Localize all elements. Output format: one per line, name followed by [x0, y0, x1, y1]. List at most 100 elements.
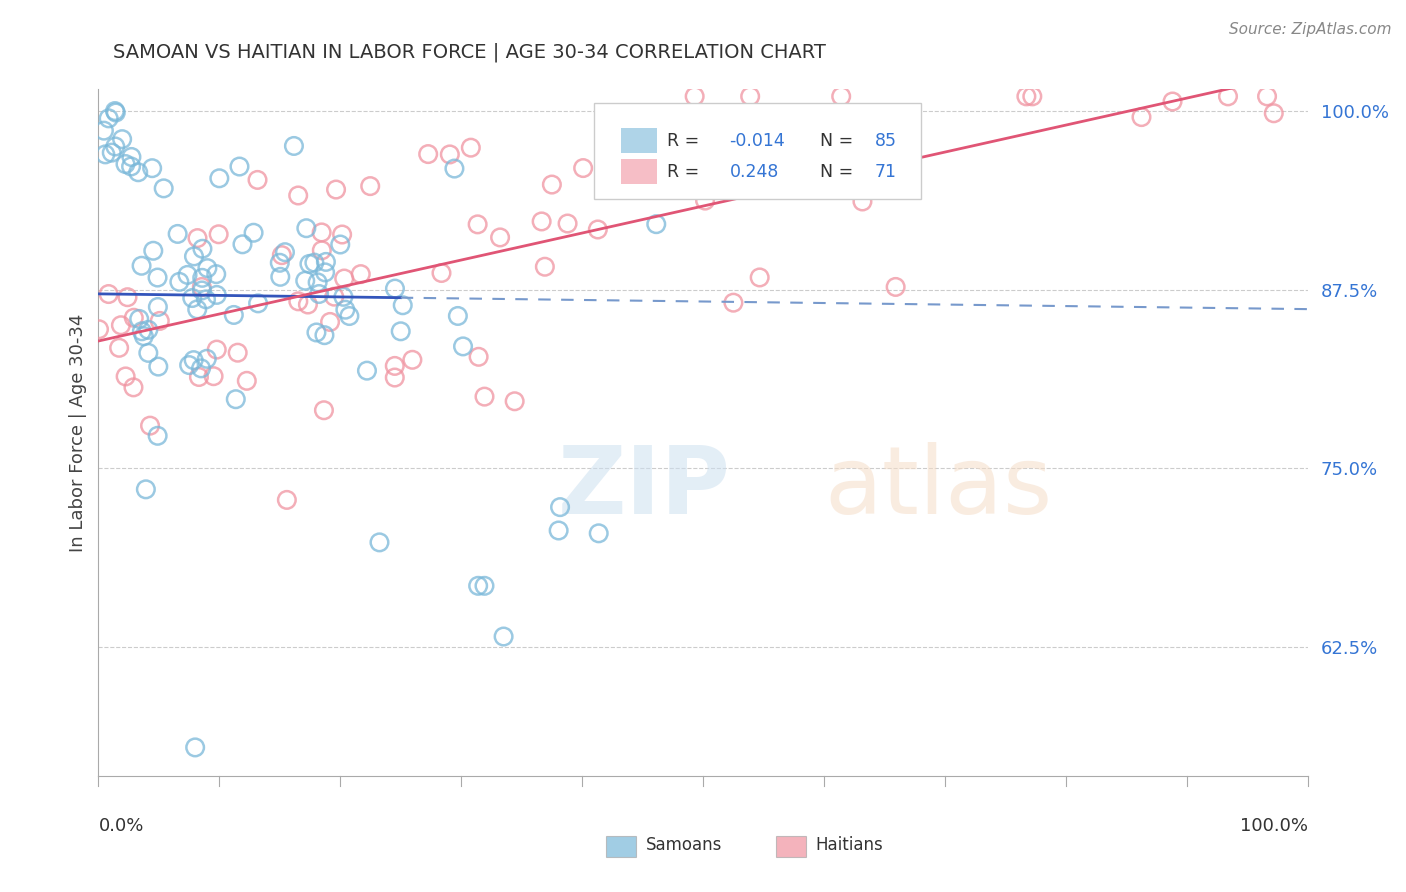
Point [748, 270, 770, 285]
Point [447, 309, 470, 323]
Point [312, 403, 335, 417]
Point [152, 181, 174, 195]
Point [195, 261, 218, 276]
Point [333, 271, 356, 285]
Point [329, 237, 352, 252]
Text: 0.248: 0.248 [730, 162, 779, 180]
Point [141, 161, 163, 176]
Point [298, 257, 321, 271]
Point [314, 328, 336, 343]
Point [572, 161, 595, 175]
Point [276, 492, 298, 507]
Point [202, 369, 225, 384]
Point [451, 339, 474, 353]
Point [226, 345, 249, 359]
Point [541, 178, 564, 192]
Point [195, 351, 218, 366]
Point [225, 392, 247, 407]
Point [384, 359, 406, 373]
Point [100, 145, 122, 160]
Text: Source: ZipAtlas.com: Source: ZipAtlas.com [1229, 22, 1392, 37]
Point [474, 390, 496, 404]
Text: 0.0%: 0.0% [98, 817, 143, 835]
Point [128, 312, 150, 326]
Point [190, 361, 212, 376]
Text: SAMOAN VS HAITIAN IN LABOR FORCE | AGE 30-34 CORRELATION CHART: SAMOAN VS HAITIAN IN LABOR FORCE | AGE 3… [112, 42, 825, 62]
Point [104, 104, 127, 119]
Point [330, 227, 353, 242]
Point [142, 244, 165, 258]
Point [492, 630, 515, 644]
Point [132, 329, 155, 343]
Text: R =: R = [666, 162, 704, 180]
Point [205, 288, 228, 302]
Point [222, 308, 245, 322]
Point [858, 157, 880, 171]
Point [269, 269, 291, 284]
Point [307, 276, 329, 290]
Point [304, 255, 326, 269]
Point [191, 270, 214, 285]
Point [693, 194, 716, 208]
Point [149, 314, 172, 328]
Point [87, 322, 110, 336]
FancyBboxPatch shape [621, 128, 657, 153]
Point [418, 147, 440, 161]
Point [467, 579, 489, 593]
Point [111, 132, 134, 146]
Point [311, 226, 333, 240]
Point [350, 267, 373, 281]
Text: Haitians: Haitians [815, 836, 883, 854]
Text: ZIP: ZIP [558, 442, 731, 533]
Point [166, 227, 188, 241]
Point [242, 226, 264, 240]
Point [548, 500, 571, 515]
Point [169, 275, 191, 289]
Point [287, 188, 309, 202]
Point [186, 231, 208, 245]
Point [117, 290, 139, 304]
Point [474, 579, 496, 593]
Point [723, 295, 745, 310]
Point [503, 394, 526, 409]
Point [332, 290, 354, 304]
Point [384, 282, 406, 296]
Point [297, 297, 319, 311]
FancyBboxPatch shape [606, 837, 637, 857]
Point [231, 237, 253, 252]
Point [740, 89, 762, 103]
Point [270, 248, 292, 262]
Point [179, 358, 201, 372]
Point [208, 227, 231, 242]
Point [205, 343, 228, 357]
Point [274, 245, 297, 260]
Point [122, 310, 145, 325]
Text: -0.014: -0.014 [730, 132, 786, 150]
Point [443, 161, 465, 176]
Point [830, 89, 852, 103]
Point [228, 160, 250, 174]
Point [314, 265, 336, 279]
Point [401, 352, 423, 367]
Point [547, 524, 569, 538]
Point [311, 244, 333, 258]
Point [183, 249, 205, 263]
Text: 100.0%: 100.0% [1240, 817, 1308, 835]
Point [384, 370, 406, 384]
Point [319, 315, 342, 329]
Text: R =: R = [666, 132, 704, 150]
Point [557, 217, 579, 231]
Point [359, 179, 381, 194]
Point [269, 256, 291, 270]
Point [305, 326, 328, 340]
Point [108, 341, 131, 355]
Point [283, 139, 305, 153]
Point [110, 318, 132, 333]
Point [884, 280, 907, 294]
Point [315, 255, 337, 269]
Point [439, 147, 461, 161]
Point [430, 266, 453, 280]
Point [188, 370, 211, 384]
Point [146, 300, 169, 314]
Y-axis label: In Labor Force | Age 30-34: In Labor Force | Age 30-34 [69, 313, 87, 552]
